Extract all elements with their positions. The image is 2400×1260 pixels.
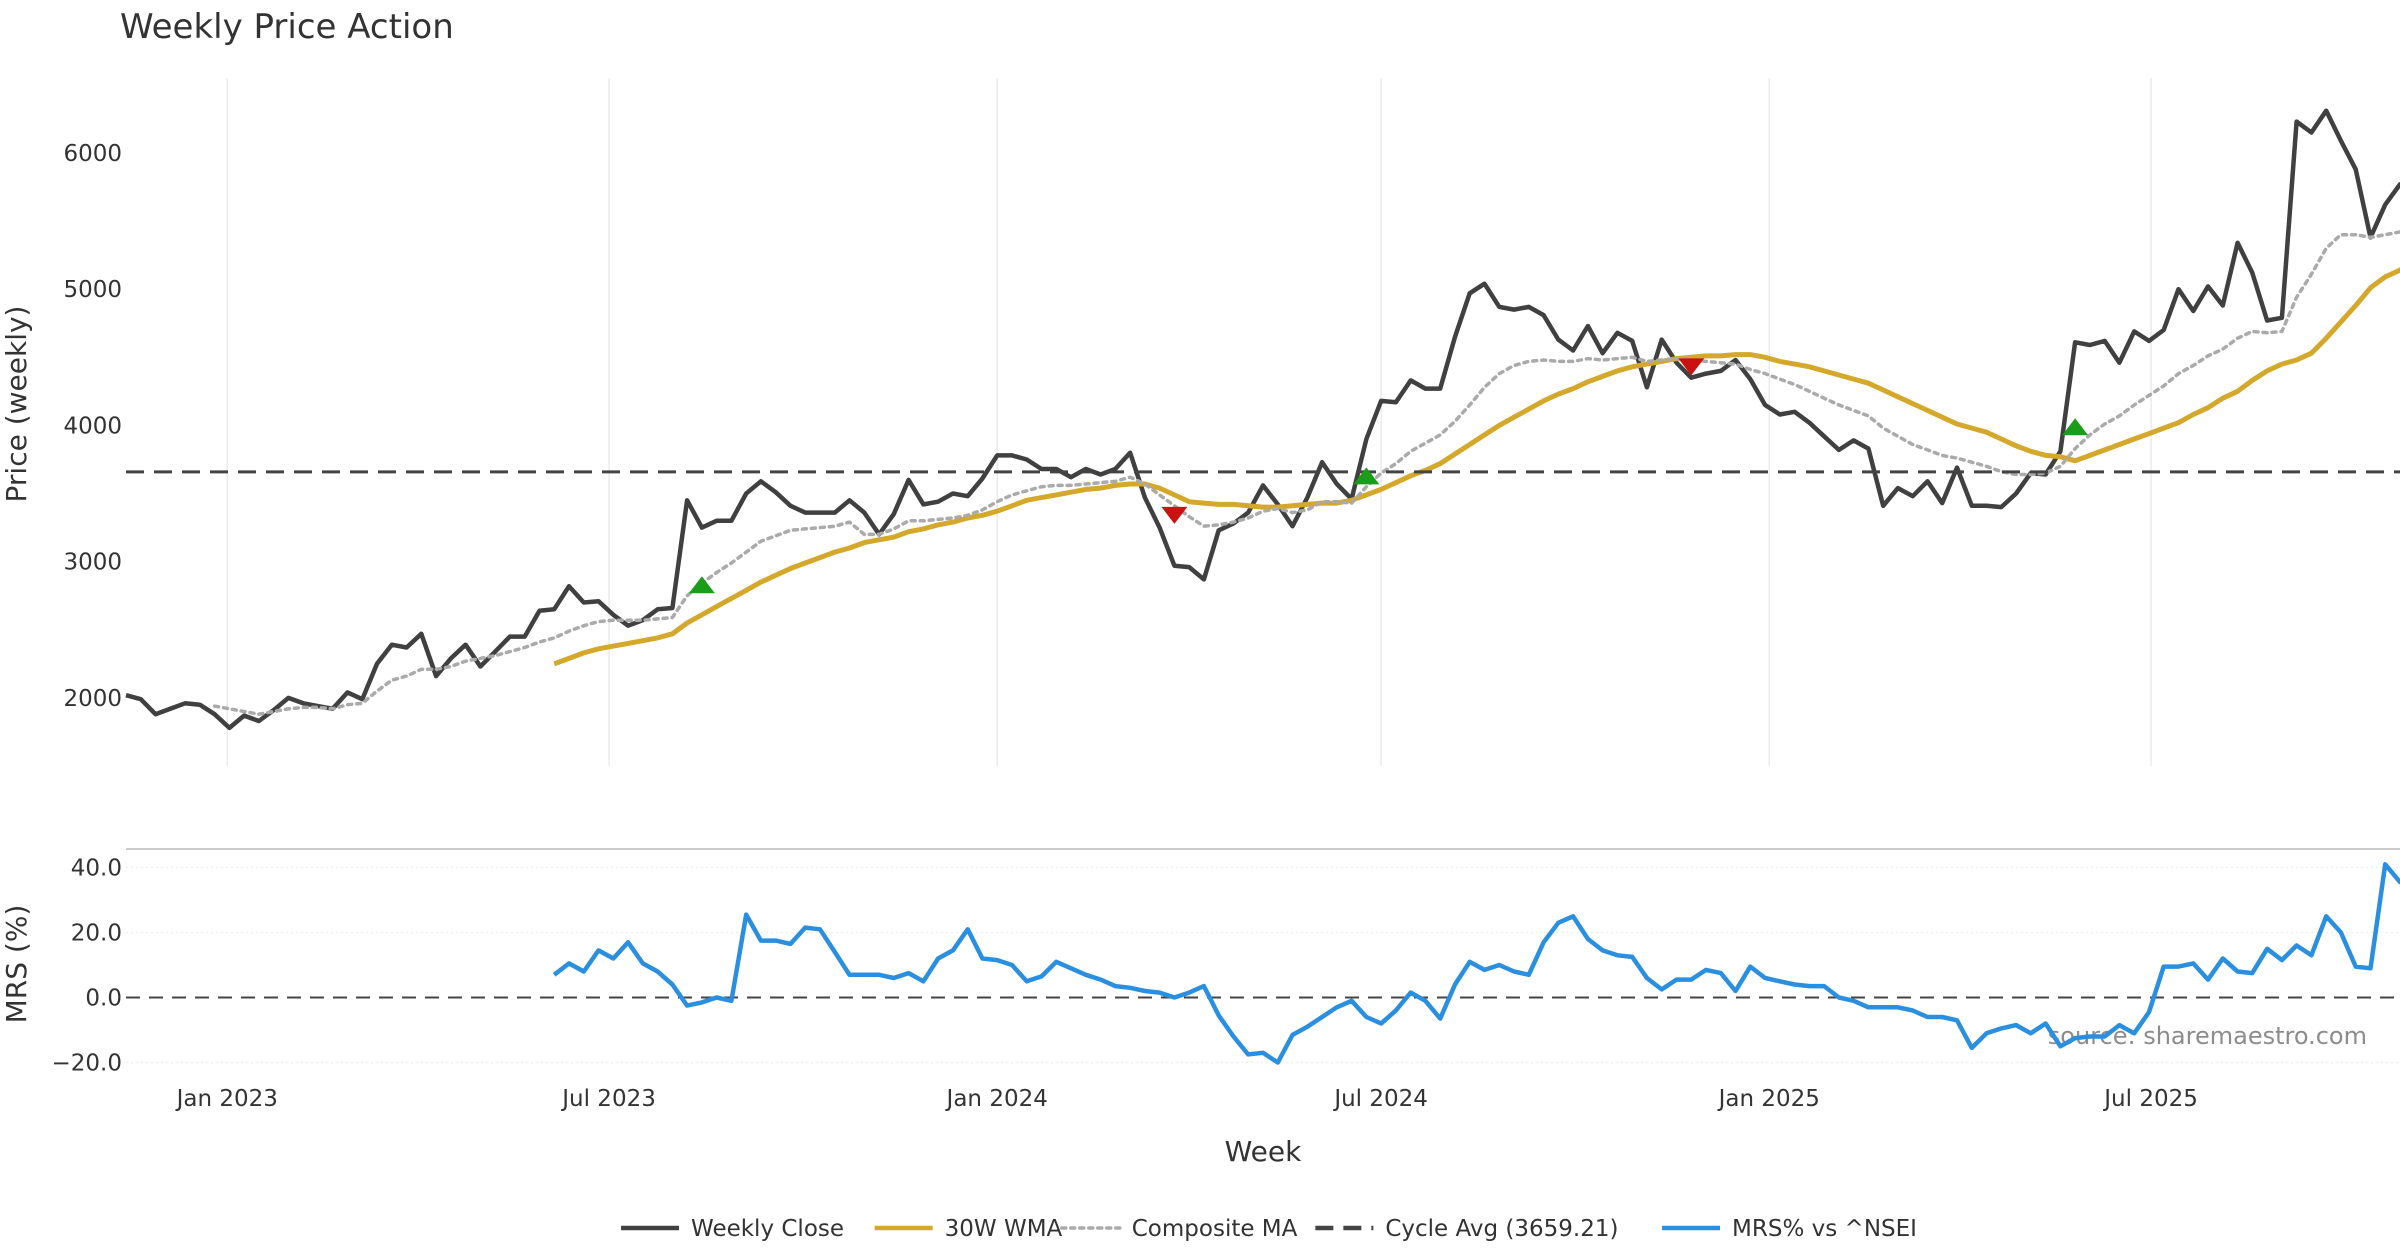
x-tick-label: Jul 2023 xyxy=(560,1086,656,1112)
legend-item-cycle-avg-3659-21: Cycle Avg (3659.21) xyxy=(1315,1216,1618,1242)
x-tick-label: Jul 2024 xyxy=(1332,1086,1428,1112)
x-tick-label: Jan 2023 xyxy=(175,1086,278,1112)
price-y-tick-label: 3000 xyxy=(63,550,122,576)
series-line-composite-ma xyxy=(212,230,2400,716)
legend-label: MRS% vs ^NSEI xyxy=(1732,1216,1917,1242)
legend-item-composite-ma: Composite MA xyxy=(1060,1216,1298,1242)
sell-signal-marker xyxy=(1678,358,1705,376)
mrs-y-tick-label: −20.0 xyxy=(52,1051,122,1077)
buy-signal-marker xyxy=(688,576,715,594)
mrs-y-axis-label: MRS (%) xyxy=(0,905,33,1024)
series-line-30w-wma xyxy=(553,267,2400,667)
legend-item-30w-wma: 30W WMA xyxy=(874,1216,1063,1242)
legend-label: Weekly Close xyxy=(691,1216,844,1242)
legend-item-weekly-close: Weekly Close xyxy=(621,1216,844,1242)
legend: Weekly Close 30W WMA Composite MA Cycle Avg… xyxy=(621,1216,1917,1242)
legend-item-mrs-vs-nsei: MRS% vs ^NSEI xyxy=(1662,1216,1917,1242)
mrs-y-tick-label: 20.0 xyxy=(71,921,122,947)
legend-label: 30W WMA xyxy=(945,1216,1063,1242)
legend-label: Composite MA xyxy=(1132,1216,1298,1242)
price-y-axis-label: Price (weekly) xyxy=(0,306,33,503)
mrs-y-tick-label: 40.0 xyxy=(71,856,122,882)
plot-layer: Jan 2023 Jul 2023 Jan 2024 Jul 2024 Jan 2025… xyxy=(52,78,2400,1112)
series-line-mrs-vs-nsei xyxy=(552,862,2400,1065)
mrs-y-tick-label: 0.0 xyxy=(85,986,122,1012)
buy-signal-marker xyxy=(1353,467,1380,485)
series-line-weekly-close xyxy=(125,108,2400,731)
chart-title: Weekly Price Action xyxy=(120,7,454,47)
price-y-tick-label: 2000 xyxy=(63,686,122,712)
price-y-tick-label: 6000 xyxy=(63,141,122,167)
price-y-tick-label: 4000 xyxy=(63,413,122,439)
buy-signal-marker xyxy=(2062,418,2089,436)
sell-signal-marker xyxy=(1161,506,1188,524)
x-tick-label: Jan 2025 xyxy=(1717,1086,1820,1112)
x-tick-label: Jan 2024 xyxy=(945,1086,1048,1112)
legend-label: Cycle Avg (3659.21) xyxy=(1385,1216,1618,1242)
x-axis-label: Week xyxy=(1225,1135,1302,1168)
x-tick-label: Jul 2025 xyxy=(2102,1086,2198,1112)
price-y-tick-label: 5000 xyxy=(63,277,122,303)
